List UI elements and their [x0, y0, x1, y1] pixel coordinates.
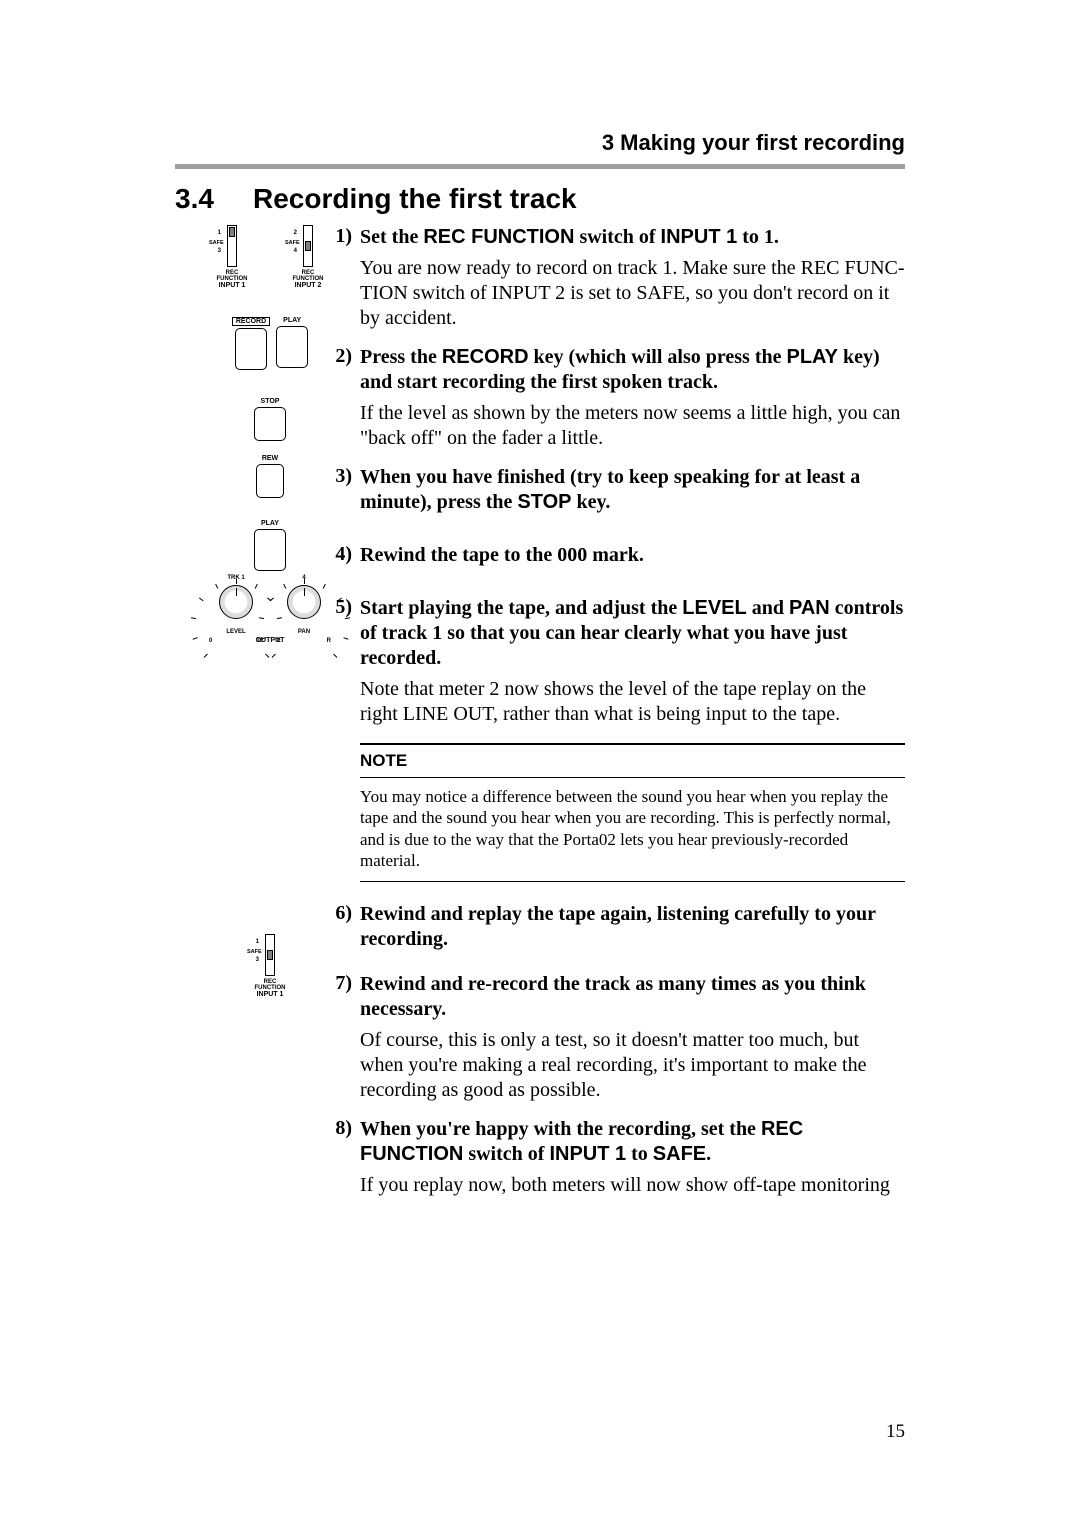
record-label: RECORD	[232, 317, 270, 326]
step-heading: When you're happy with the recording, se…	[360, 1117, 905, 1167]
scale-min: 0	[209, 638, 212, 644]
level-knob: TRK 1 0 10 LEVEL	[211, 585, 261, 635]
output-label: OUTPUT	[195, 637, 345, 644]
step-8: 8) When you're happy with the recording,…	[330, 1117, 905, 1167]
level-pan-knobs: TRK 1 0 10 LEVEL 4 L R PAN	[195, 585, 345, 635]
switch-knob	[267, 950, 273, 960]
step-heading: Press the RECORD key (which will also pr…	[360, 345, 905, 395]
step-1-paragraph: You are now ready to record on track 1. …	[360, 256, 905, 331]
step-1: 1) Set the REC FUNCTION switch of INPUT …	[330, 225, 905, 250]
switch-knob	[229, 227, 235, 237]
step-heading: Rewind and replay the tape again, listen…	[360, 902, 905, 952]
rec-function-switch-input2: 2 SAFE 4 REC FUNCTION INPUT 2	[287, 225, 329, 289]
step-3: 3) When you have finished (try to keep s…	[330, 465, 905, 515]
switch-num-3: 3	[209, 247, 221, 257]
switch-slot	[265, 934, 275, 976]
switch-slot	[303, 225, 313, 267]
stop-button-icon	[254, 407, 286, 441]
switch-num-2: 2	[285, 229, 297, 239]
level-label: LEVEL	[211, 629, 261, 635]
switch-safe-label: SAFE	[285, 239, 297, 248]
rec-function-label: REC FUNCTION	[287, 270, 329, 282]
switch-num-4: 4	[285, 247, 297, 257]
body-column: 1) Set the REC FUNCTION switch of INPUT …	[330, 225, 905, 1198]
input1-label: INPUT 1	[211, 282, 253, 289]
step-heading: Rewind and re-record the track as many t…	[360, 972, 905, 1022]
rew-button-block: REW	[195, 455, 345, 498]
note-title: NOTE	[360, 751, 905, 771]
section-number: 3.4	[175, 183, 253, 215]
rec-function-switch-input1: 1 SAFE 3 REC FUNCTION INPUT 1	[211, 225, 253, 289]
scale-l: L	[277, 638, 281, 644]
gray-rule	[175, 164, 905, 169]
step-2: 2) Press the RECORD key (which will also…	[330, 345, 905, 395]
rec-function-switch-bottom: 1 SAFE 3 REC FUNCTION INPUT 1	[195, 934, 345, 998]
rec-function-label: REC FUNCTION	[249, 979, 291, 991]
switch-safe-label: SAFE	[209, 239, 221, 248]
section-title: Recording the first track	[253, 183, 577, 215]
stop-label: STOP	[261, 398, 280, 405]
record-play-buttons: RECORD PLAY	[195, 317, 345, 370]
page-number: 15	[886, 1421, 905, 1443]
switch-num-1: 1	[247, 938, 259, 948]
section-heading: 3.4 Recording the first track	[175, 183, 905, 215]
play-label: PLAY	[261, 520, 279, 527]
note-block: NOTE You may notice a difference between…	[360, 743, 905, 882]
rec-function-switch-pair: 1 SAFE 3 REC FUNCTION INPUT 1 2 SAFE 4	[195, 225, 345, 289]
switch-slot	[227, 225, 237, 267]
step-7: 7) Rewind and re-record the track as man…	[330, 972, 905, 1022]
switch-scale: 1 SAFE 3	[209, 229, 221, 257]
switch-safe-label: SAFE	[247, 948, 259, 957]
knob-ticks	[214, 580, 258, 624]
step-2-paragraph: If the level as shown by the meters now …	[360, 401, 905, 451]
knob-ticks	[282, 580, 326, 624]
stop-button-block: STOP	[195, 398, 345, 441]
play-button-block: PLAY	[195, 520, 345, 571]
note-rule	[360, 777, 905, 778]
note-text: You may notice a difference between the …	[360, 786, 905, 871]
switch-scale: 1 SAFE 3	[247, 938, 259, 966]
step-heading: Rewind the tape to the 000 mark.	[360, 543, 905, 568]
rew-label: REW	[262, 455, 278, 462]
switch-knob	[305, 241, 311, 251]
switch-num-3: 3	[247, 956, 259, 966]
note-rule	[360, 881, 905, 882]
rec-function-label: REC FUNCTION	[211, 270, 253, 282]
pan-label: PAN	[279, 629, 329, 635]
step-5: 5) Start playing the tape, and adjust th…	[330, 596, 905, 671]
play-button-icon	[254, 529, 286, 571]
step-heading: Set the REC FUNCTION switch of INPUT 1 t…	[360, 225, 905, 250]
input1-label: INPUT 1	[249, 991, 291, 998]
record-button-icon	[235, 328, 267, 370]
diagram-column: 1 SAFE 3 REC FUNCTION INPUT 1 2 SAFE 4	[195, 225, 345, 998]
rew-button-icon	[256, 464, 284, 498]
switch-scale: 2 SAFE 4	[285, 229, 297, 257]
knob-dial	[219, 585, 253, 619]
play-label: PLAY	[283, 317, 301, 324]
play-button-icon	[276, 326, 308, 368]
step-heading: When you have finished (try to keep spea…	[360, 465, 905, 515]
input2-label: INPUT 2	[287, 282, 329, 289]
step-6: 6) Rewind and replay the tape again, lis…	[330, 902, 905, 952]
step-7-paragraph: Of course, this is only a test, so it do…	[360, 1028, 905, 1103]
step-8-paragraph: If you replay now, both meters will now …	[360, 1173, 905, 1198]
note-rule	[360, 743, 905, 745]
chapter-header: 3 Making your first recording	[175, 130, 905, 156]
step-5-paragraph: Note that meter 2 now shows the level of…	[360, 677, 905, 727]
content-area: 1 SAFE 3 REC FUNCTION INPUT 1 2 SAFE 4	[175, 225, 905, 1198]
step-number: 8)	[330, 1117, 360, 1167]
scale-r: R	[327, 638, 331, 644]
switch-num-1: 1	[209, 229, 221, 239]
step-heading: Start playing the tape, and adjust the L…	[360, 596, 905, 671]
step-4: 4) Rewind the tape to the 000 mark.	[330, 543, 905, 568]
knob-dial	[287, 585, 321, 619]
pan-knob: 4 L R PAN	[279, 585, 329, 635]
